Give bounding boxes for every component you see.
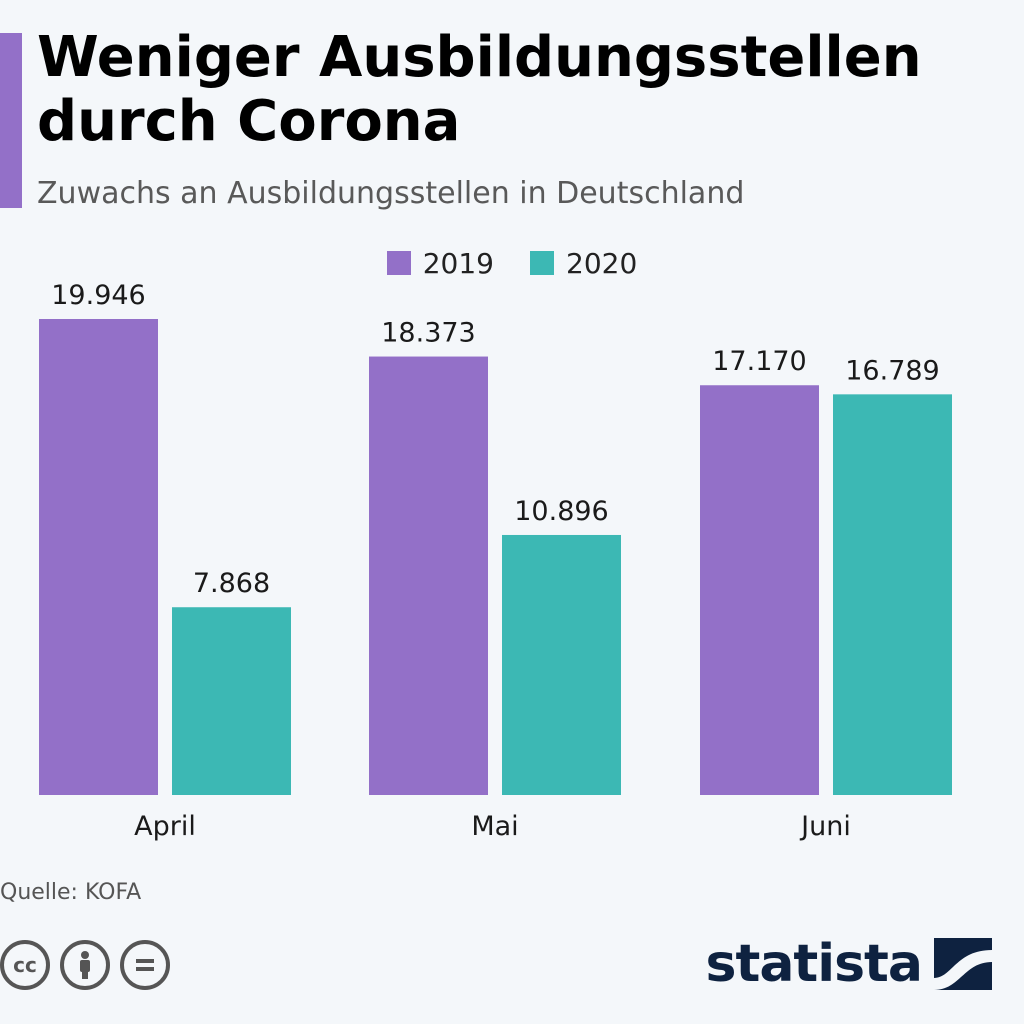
value-label-april-2019: 19.946 [51,280,145,311]
bar-chart: 19.946 7.868 April 18.373 10.896 Mai 17.170 16.… [39,280,952,842]
bar-juni-2019 [700,385,819,795]
by-icon [60,940,110,990]
legend-item-2019: 2019 [386,246,494,280]
legend: 2019 2020 [0,243,1024,283]
bar-mai-2020 [502,534,621,795]
statista-logo: statista [706,934,992,994]
cc-icon: cc [0,940,50,990]
brand-name: statista [705,934,923,994]
legend-swatch-2019 [386,251,411,275]
chart-title: Weniger Ausbildungsstellen durch Corona [37,25,922,154]
value-label-mai-2019: 18.373 [381,318,475,349]
category-label-april: April [134,811,196,842]
chart-subtitle: Zuwachs an Ausbildungsstellen in Deutsch… [37,176,745,211]
bar-april-2019 [39,319,158,795]
value-label-juni-2019: 17.170 [712,346,806,377]
bar-april-2020 [172,607,291,795]
legend-item-2020: 2020 [530,247,637,280]
source-note: Quelle: KOFA [0,880,142,905]
value-label-juni-2020: 16.789 [845,355,939,386]
license-icons: cc [0,940,170,990]
statista-logo-icon [934,938,992,990]
bar-mai-2019 [369,356,488,795]
legend-label-2019: 2019 [422,246,494,280]
bar-juni-2020 [833,394,952,795]
legend-swatch-2020 [530,251,554,275]
value-label-april-2020: 7.868 [193,568,270,599]
nd-icon [120,940,170,990]
category-label-juni: Juni [799,811,851,842]
title-accent-bar [0,33,22,208]
value-label-mai-2020: 10.896 [514,496,608,527]
legend-label-2020: 2020 [566,246,638,280]
category-label-mai: Mai [471,811,518,842]
